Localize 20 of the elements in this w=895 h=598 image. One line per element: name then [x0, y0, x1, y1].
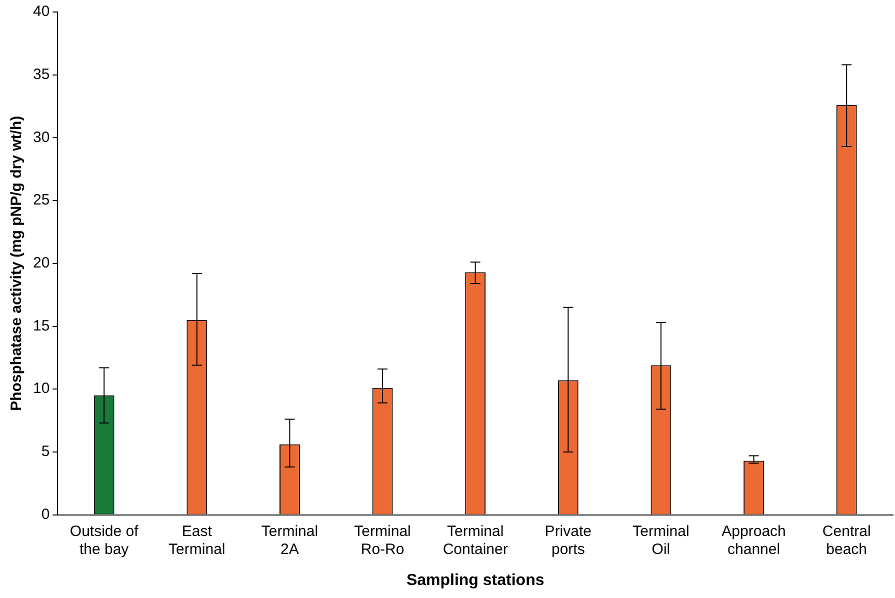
y-tick-label: 35 — [32, 66, 50, 83]
x-tick-label: Private ports — [544, 522, 592, 558]
x-tick-label: Terminal 2A — [261, 522, 318, 558]
y-tick-label: 5 — [41, 443, 50, 460]
x-tick-label: East Terminal — [168, 522, 226, 558]
y-axis-title: Phosphatase activity (mg pNP/g dry wt/h) — [8, 116, 26, 411]
y-tick-label: 40 — [32, 3, 50, 20]
y-tick-label: 0 — [41, 506, 50, 523]
x-tick-label: Approach channel — [722, 522, 786, 558]
x-tick-label: Central beach — [822, 522, 871, 558]
x-tick-label: Terminal Container — [442, 522, 508, 558]
y-tick-label: 25 — [32, 192, 50, 209]
x-tick-label: Outside of the bay — [70, 522, 140, 558]
y-tick-label: 15 — [32, 317, 50, 334]
x-axis-title: Sampling stations — [406, 572, 544, 589]
x-tick-label: Terminal Ro-Ro — [354, 522, 411, 558]
y-tick-label: 10 — [32, 380, 50, 398]
y-tick-label: 30 — [32, 128, 50, 146]
x-tick-label: Terminal Oil — [632, 522, 690, 558]
y-tick-label: 20 — [32, 254, 50, 272]
